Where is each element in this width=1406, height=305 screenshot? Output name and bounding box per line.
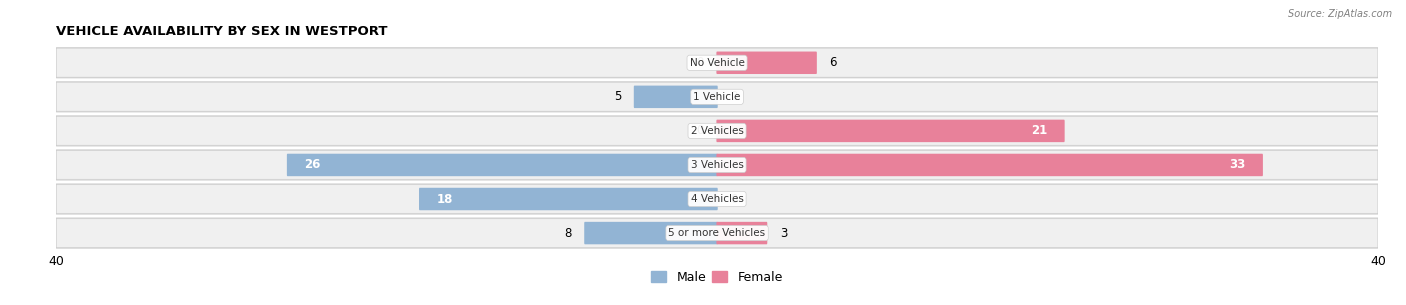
Text: 0: 0 (730, 90, 738, 103)
FancyBboxPatch shape (56, 184, 1378, 214)
FancyBboxPatch shape (56, 49, 1378, 77)
Text: 1 Vehicle: 1 Vehicle (693, 92, 741, 102)
Text: 8: 8 (564, 227, 572, 239)
Text: 3: 3 (780, 227, 787, 239)
FancyBboxPatch shape (56, 116, 1378, 146)
Text: 0: 0 (696, 124, 704, 137)
Legend: Male, Female: Male, Female (647, 266, 787, 289)
Text: Source: ZipAtlas.com: Source: ZipAtlas.com (1288, 9, 1392, 19)
FancyBboxPatch shape (56, 219, 1378, 247)
Text: VEHICLE AVAILABILITY BY SEX IN WESTPORT: VEHICLE AVAILABILITY BY SEX IN WESTPORT (56, 25, 388, 38)
FancyBboxPatch shape (717, 154, 1263, 176)
FancyBboxPatch shape (287, 154, 717, 176)
Text: 0: 0 (696, 56, 704, 69)
Text: 3 Vehicles: 3 Vehicles (690, 160, 744, 170)
Text: 0: 0 (730, 192, 738, 206)
FancyBboxPatch shape (56, 83, 1378, 111)
FancyBboxPatch shape (56, 117, 1378, 145)
Text: 18: 18 (436, 192, 453, 206)
FancyBboxPatch shape (419, 188, 717, 210)
Text: 21: 21 (1031, 124, 1047, 137)
FancyBboxPatch shape (717, 52, 817, 74)
FancyBboxPatch shape (56, 82, 1378, 112)
Text: 6: 6 (830, 56, 837, 69)
FancyBboxPatch shape (585, 222, 717, 244)
FancyBboxPatch shape (634, 86, 717, 108)
Text: 5: 5 (614, 90, 621, 103)
FancyBboxPatch shape (717, 222, 768, 244)
FancyBboxPatch shape (56, 151, 1378, 179)
FancyBboxPatch shape (56, 218, 1378, 248)
Text: 26: 26 (304, 159, 321, 171)
Text: 2 Vehicles: 2 Vehicles (690, 126, 744, 136)
Text: No Vehicle: No Vehicle (689, 58, 745, 68)
Text: 33: 33 (1229, 159, 1246, 171)
Text: 5 or more Vehicles: 5 or more Vehicles (668, 228, 766, 238)
FancyBboxPatch shape (717, 120, 1064, 142)
FancyBboxPatch shape (56, 150, 1378, 180)
FancyBboxPatch shape (56, 185, 1378, 213)
Text: 4 Vehicles: 4 Vehicles (690, 194, 744, 204)
FancyBboxPatch shape (56, 48, 1378, 78)
